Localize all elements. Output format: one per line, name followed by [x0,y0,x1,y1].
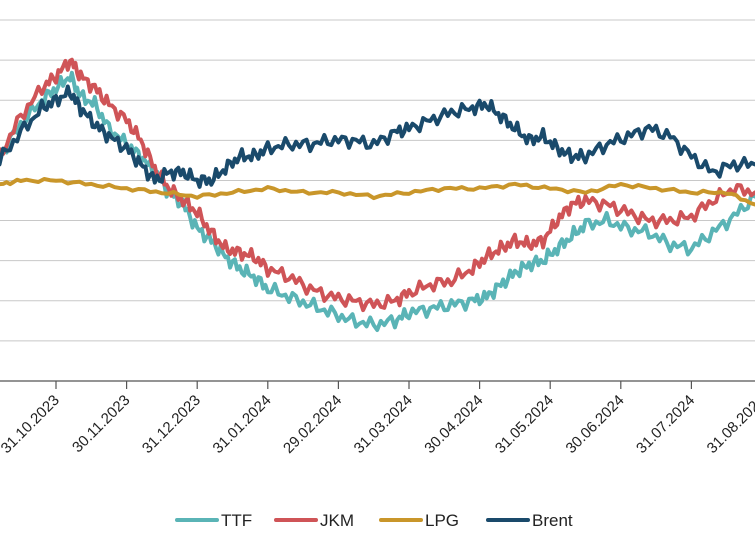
x-tick-label: 30.06.2024 [563,392,628,457]
x-tick-label: 30.11.2023 [69,392,133,456]
series-line-lpg [0,177,755,207]
x-tick-label: 31.08.2024 [704,392,755,457]
series-line-jkm [0,57,755,313]
x-tick-label: 30.04.2024 [421,392,486,457]
legend: TTF JKM LPG Brent [175,511,573,530]
series-line-brent [0,84,755,189]
x-tick-label: 31.12.2023 [139,392,204,457]
legend-label-ttf: TTF [221,511,252,530]
gridlines [0,19,755,342]
x-tick-label: 31.01.2024 [210,392,275,457]
legend-label-lpg: LPG [425,511,459,530]
x-tick-label: 29.02.2024 [280,392,345,457]
x-tick-label: 31.10.2023 [0,392,63,457]
series-line-ttf [0,70,755,332]
x-tick-label: 31.07.2024 [633,392,698,457]
series-layer [0,57,755,332]
legend-label-brent: Brent [532,511,573,530]
x-tick-label: 31.03.2024 [351,392,416,457]
legend-label-jkm: JKM [320,511,354,530]
x-tick-label: 31.05.2024 [492,392,557,457]
x-axis-ticks: 31.10.2023 30.11.2023 31.12.2023 31.01.2024… [0,381,755,457]
